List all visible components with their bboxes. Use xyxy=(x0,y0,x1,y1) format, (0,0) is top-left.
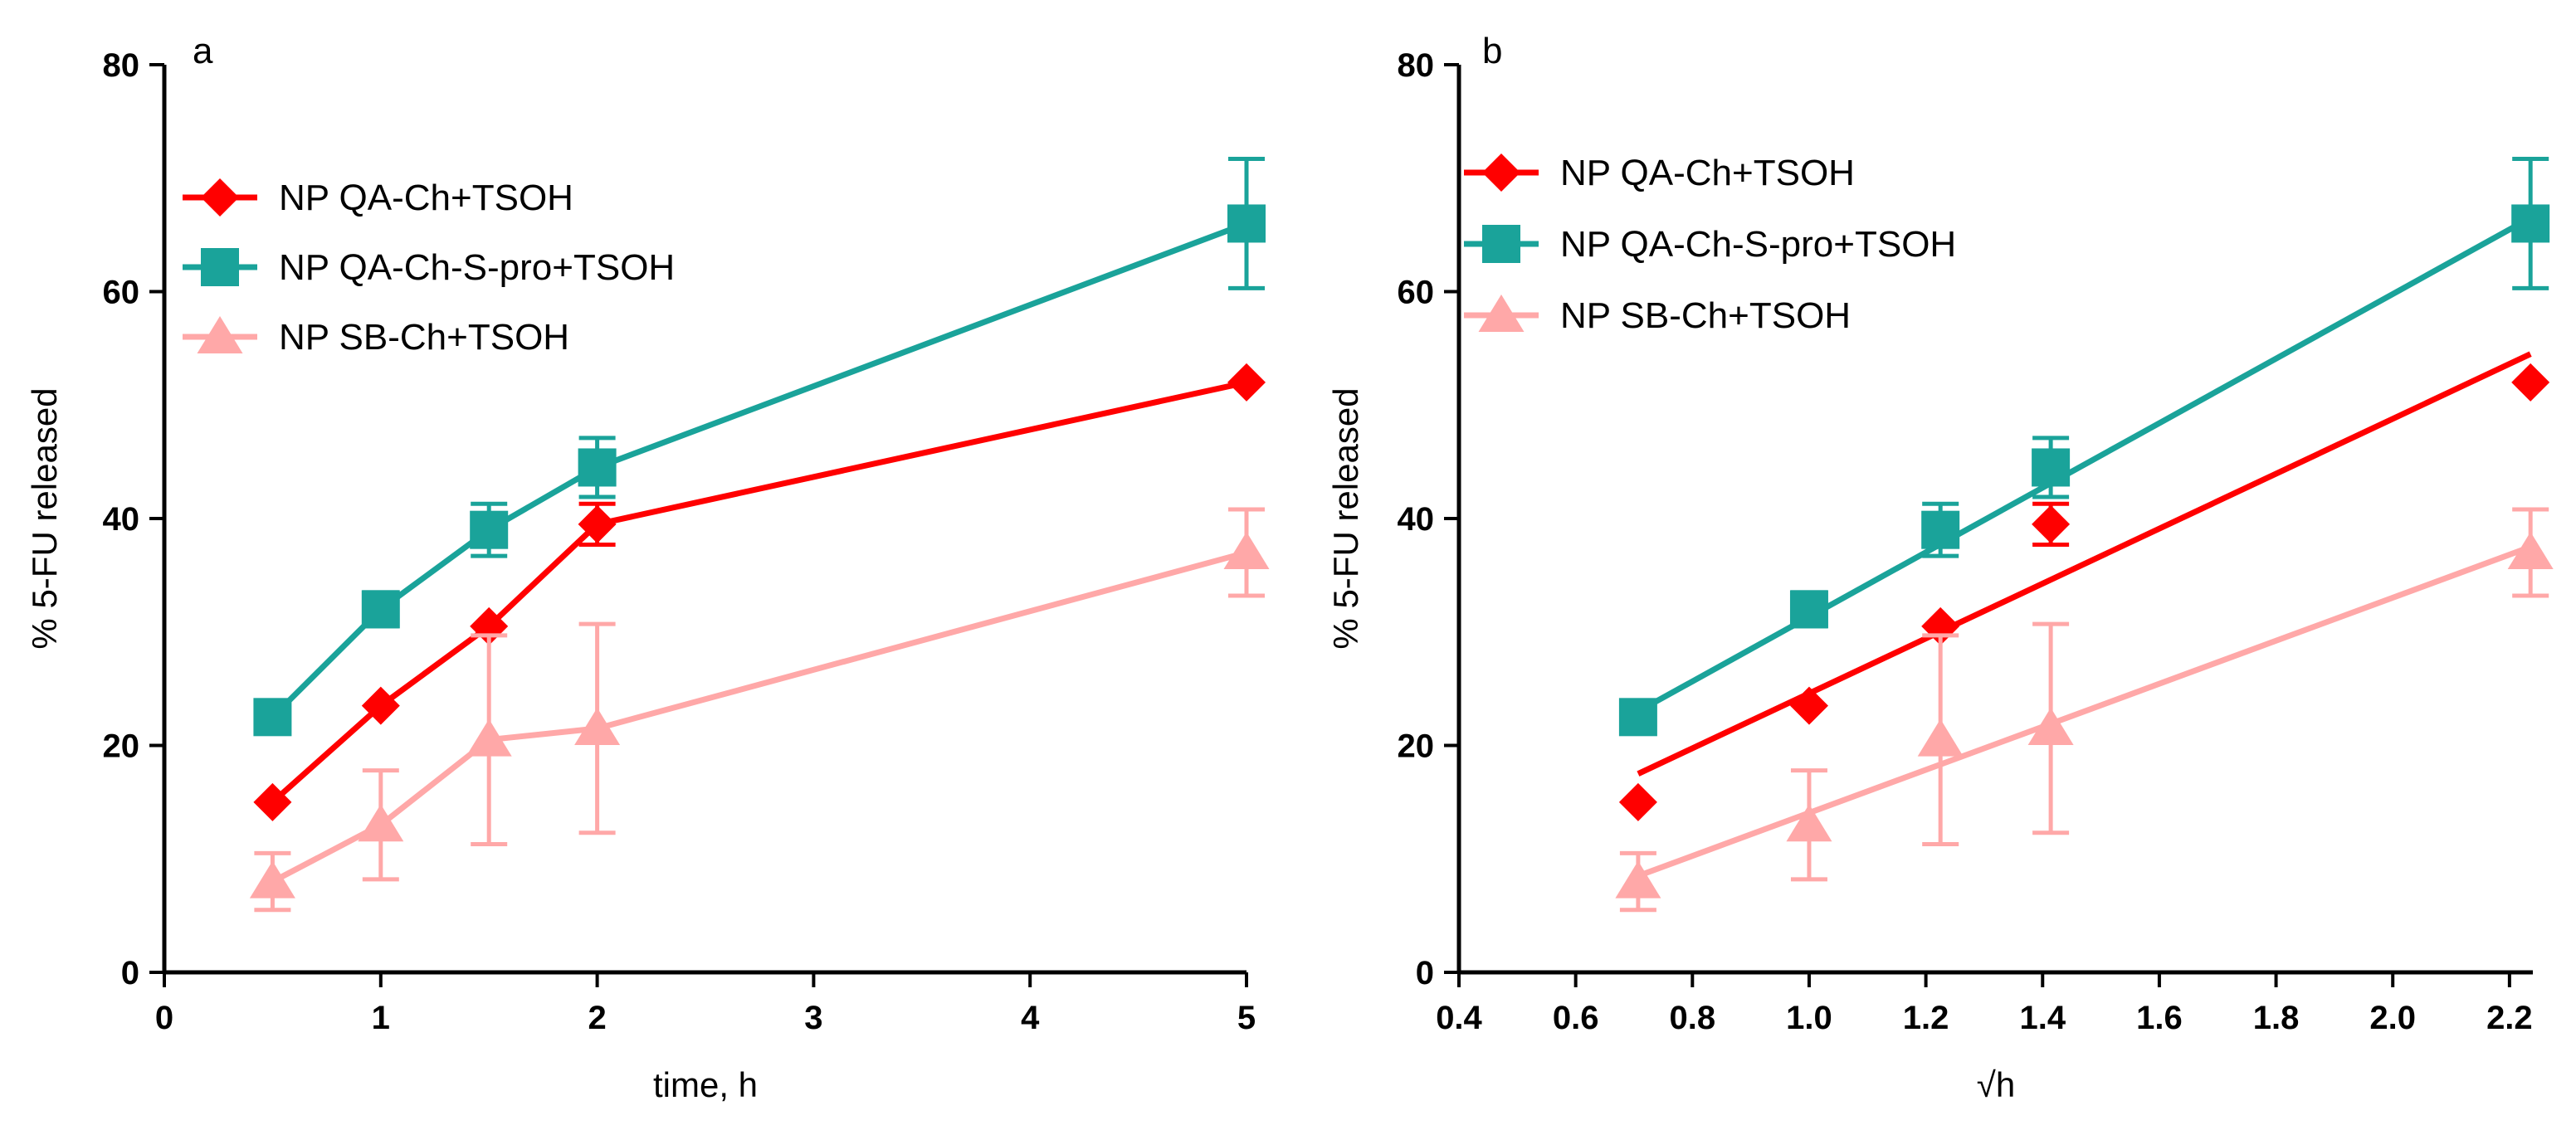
panel-b-chart: 0.4 0.6 0.8 1.0 1.2 1.4 1.6 1.8 2.0 2.2 0 20 40 60 80 √… xyxy=(1326,31,2554,1104)
series-square xyxy=(1618,157,2550,737)
x-tick-label: 0.4 xyxy=(1436,1000,1482,1036)
legend-label: NP QA-Ch-S-pro+TSOH xyxy=(279,247,675,288)
series-line xyxy=(270,221,1248,719)
x-axis-title: √h xyxy=(1977,1065,2015,1104)
data-point xyxy=(361,686,400,725)
y-tick-label: 40 xyxy=(103,501,140,538)
x-tick-label: 2.0 xyxy=(2369,1000,2416,1036)
legend-label: NP SB-Ch+TSOH xyxy=(1560,295,1851,336)
fit-line xyxy=(1637,351,2532,777)
x-tick-label: 1.8 xyxy=(2253,1000,2300,1036)
legend-entry: NP QA-Ch+TSOH xyxy=(1464,153,1855,193)
y-tick-label: 20 xyxy=(103,728,140,765)
legend-entry: NP QA-Ch+TSOH xyxy=(183,178,573,218)
data-point xyxy=(1615,860,1661,899)
x-axis-title: time, h xyxy=(653,1065,758,1104)
data-point xyxy=(574,707,621,745)
legend-label: NP QA-Ch-S-pro+TSOH xyxy=(1560,224,1956,265)
series-square xyxy=(253,157,1266,737)
data-point xyxy=(249,860,295,899)
data-point xyxy=(361,590,400,629)
data-point xyxy=(578,504,617,543)
data-point xyxy=(2032,448,2071,487)
y-tick-label: 20 xyxy=(1398,728,1435,765)
x-tick-label: 0 xyxy=(155,1000,173,1036)
legend-label: NP QA-Ch+TSOH xyxy=(1560,153,1855,193)
data-point xyxy=(1618,698,1657,737)
y-tick-label: 40 xyxy=(1398,501,1435,538)
x-tick-label: 1.2 xyxy=(1903,1000,1949,1036)
data-point xyxy=(1223,532,1270,570)
data-point xyxy=(2032,504,2071,543)
legend-marker xyxy=(1482,225,1520,263)
series-triangle xyxy=(1615,507,2554,913)
legend-marker xyxy=(1482,153,1520,192)
data-point xyxy=(253,698,292,737)
x-tick-label: 3 xyxy=(804,1000,822,1036)
series-triangle xyxy=(249,507,1270,913)
data-point xyxy=(253,782,292,821)
data-point xyxy=(1921,510,1960,549)
data-point xyxy=(1227,363,1266,402)
legend-marker xyxy=(1478,295,1525,332)
legend-marker xyxy=(197,316,243,353)
x-tick-label: 1.4 xyxy=(2019,1000,2066,1036)
fit-line xyxy=(1637,215,2532,714)
panel-a-chart: 0 1 2 3 4 5 0 20 40 60 80 time, h % 5-FU released a NP… xyxy=(25,31,1270,1104)
legend-marker xyxy=(201,178,239,217)
data-point xyxy=(470,510,509,549)
y-axis-title: % 5-FU released xyxy=(1326,387,1365,649)
x-tick-label: 2 xyxy=(588,1000,606,1036)
data-point xyxy=(466,718,512,757)
data-point xyxy=(1618,782,1657,821)
data-point xyxy=(578,448,617,487)
data-point xyxy=(1789,686,1828,725)
data-point xyxy=(1786,804,1832,842)
x-tick-label: 1.0 xyxy=(1786,1000,1832,1036)
y-tick-label: 80 xyxy=(1398,47,1435,84)
x-tick-label: 0.8 xyxy=(1669,1000,1715,1036)
y-tick-label: 60 xyxy=(1398,275,1435,311)
legend-entry: NP SB-Ch+TSOH xyxy=(183,316,569,358)
data-point xyxy=(2507,532,2554,570)
data-point xyxy=(1227,204,1266,243)
legend-entry: NP SB-Ch+TSOH xyxy=(1464,295,1851,336)
x-tick-label: 1 xyxy=(372,1000,390,1036)
x-tick-label: 5 xyxy=(1237,1000,1256,1036)
y-tick-label: 0 xyxy=(121,955,139,991)
legend-entry: NP QA-Ch-S-pro+TSOH xyxy=(183,247,675,288)
data-point xyxy=(2027,707,2074,745)
legend-label: NP QA-Ch+TSOH xyxy=(279,178,573,218)
y-axis-title: % 5-FU released xyxy=(25,387,64,649)
x-tick-label: 4 xyxy=(1021,1000,1040,1036)
x-tick-label: 1.6 xyxy=(2136,1000,2183,1036)
legend-marker xyxy=(201,248,239,286)
data-point xyxy=(1789,590,1828,629)
y-tick-label: 60 xyxy=(103,275,140,311)
data-point xyxy=(2511,363,2550,402)
series-line xyxy=(271,549,1247,884)
panel-label: b xyxy=(1482,31,1502,71)
y-tick-label: 0 xyxy=(1416,955,1434,991)
fit-line xyxy=(1637,543,2532,879)
data-point xyxy=(358,804,404,842)
y-tick-label: 80 xyxy=(103,47,140,84)
panel-label: a xyxy=(193,31,213,71)
legend-entry: NP QA-Ch-S-pro+TSOH xyxy=(1464,224,1956,265)
data-point xyxy=(2511,204,2550,243)
data-point xyxy=(1917,718,1964,757)
x-tick-label: 0.6 xyxy=(1553,1000,1599,1036)
legend-label: NP SB-Ch+TSOH xyxy=(279,317,569,358)
x-tick-label: 2.2 xyxy=(2486,1000,2533,1036)
series-diamond xyxy=(1618,351,2550,821)
